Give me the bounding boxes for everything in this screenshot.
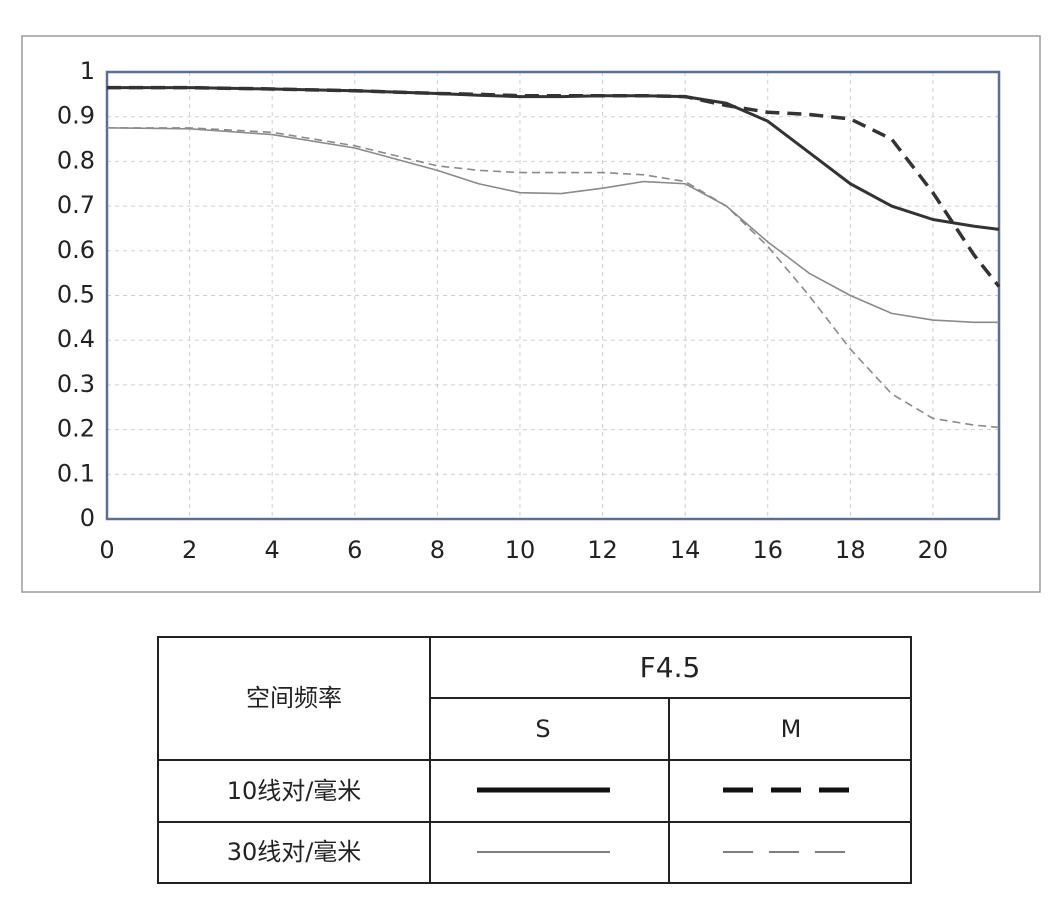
series-line [107,85,1001,288]
x-tick-label: 8 [430,536,445,564]
y-tick-label: 0.2 [57,415,95,443]
legend-column: M [781,715,802,743]
y-tick-label: 0.7 [57,191,95,219]
x-tick-label: 2 [182,536,197,564]
x-tick-label: 10 [505,536,536,564]
plot-border [105,70,1001,521]
y-tick-label: 0.3 [57,370,95,398]
x-tick-label: 16 [752,536,783,564]
legend-table [157,636,912,884]
y-tick-label: 0.8 [57,146,95,174]
x-tick-label: 6 [347,536,362,564]
x-tick-label: 20 [918,536,949,564]
y-tick-label: 1 [80,57,95,85]
x-tick-label: 14 [670,536,701,564]
legend-row: 10线对/毫米 [227,777,362,805]
y-tick-label: 0.9 [57,102,95,130]
legend-row: 30线对/毫米 [227,838,362,866]
x-tick-label: 18 [835,536,866,564]
chart-frame [21,35,1041,593]
x-tick-label: 4 [265,536,280,564]
y-tick-label: 0.4 [57,325,95,353]
legend-header: 空间频率 [246,684,342,712]
x-tick-label: 12 [587,536,618,564]
y-tick-label: 0.5 [57,281,95,309]
series-line [106,127,999,324]
series-line [107,127,1000,429]
x-tick-label: 0 [99,536,114,564]
y-tick-label: 0.6 [57,236,95,264]
y-tick-label: 0 [80,504,95,532]
y-tick-label: 0.1 [57,459,95,487]
legend-column: S [535,715,550,743]
legend-aperture: F4.5 [640,651,701,684]
